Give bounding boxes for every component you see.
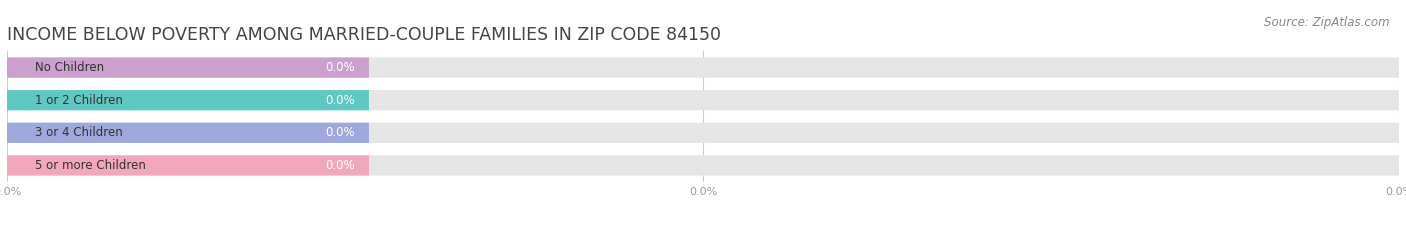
Text: INCOME BELOW POVERTY AMONG MARRIED-COUPLE FAMILIES IN ZIP CODE 84150: INCOME BELOW POVERTY AMONG MARRIED-COUPL…: [7, 26, 721, 44]
FancyBboxPatch shape: [7, 58, 1399, 78]
Text: 1 or 2 Children: 1 or 2 Children: [35, 94, 122, 107]
Text: Source: ZipAtlas.com: Source: ZipAtlas.com: [1264, 16, 1389, 29]
Text: 0.0%: 0.0%: [325, 159, 354, 172]
FancyBboxPatch shape: [7, 58, 368, 78]
Text: 3 or 4 Children: 3 or 4 Children: [35, 126, 122, 139]
FancyBboxPatch shape: [7, 90, 368, 110]
FancyBboxPatch shape: [7, 123, 368, 143]
Text: 0.0%: 0.0%: [325, 126, 354, 139]
FancyBboxPatch shape: [7, 123, 1399, 143]
FancyBboxPatch shape: [7, 155, 1399, 175]
FancyBboxPatch shape: [7, 90, 1399, 110]
Text: 0.0%: 0.0%: [325, 94, 354, 107]
FancyBboxPatch shape: [7, 155, 368, 175]
Text: No Children: No Children: [35, 61, 104, 74]
Text: 5 or more Children: 5 or more Children: [35, 159, 146, 172]
Text: 0.0%: 0.0%: [325, 61, 354, 74]
